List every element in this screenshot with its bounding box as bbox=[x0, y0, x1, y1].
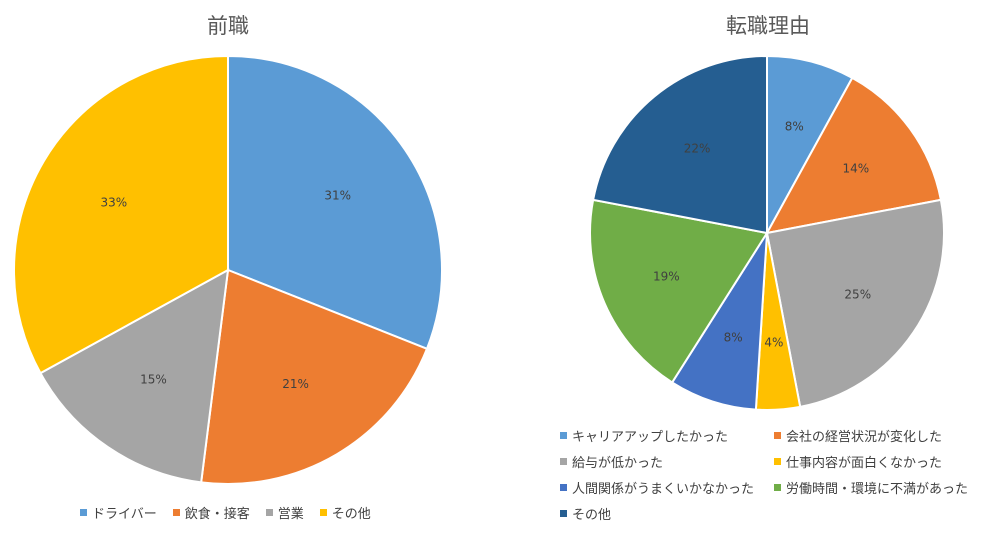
data-label-reason-0: 8% bbox=[785, 120, 804, 134]
legend-swatch bbox=[319, 509, 327, 516]
legend-label: 労働時間・環境に不満があった bbox=[786, 482, 969, 497]
legend-item-previous-job-1: 飲食・接客 bbox=[172, 503, 250, 522]
legend-label: 仕事内容が面白くなかった bbox=[786, 456, 943, 471]
legend-previous-job: ドライバー 飲食・接客 営業 その他 bbox=[80, 503, 387, 522]
legend-item-reason-5: 労働時間・環境に不満があった bbox=[774, 478, 968, 497]
pie-slice-previous-job-3 bbox=[13, 54, 229, 375]
pie-slice-reason-6 bbox=[591, 54, 768, 235]
legend-item-reason-1: 会社の経営状況が変化した bbox=[774, 426, 942, 445]
legend-swatch bbox=[265, 509, 273, 516]
pie-slice-reason-1 bbox=[765, 76, 943, 235]
legend-swatch bbox=[774, 484, 781, 491]
legend-item-previous-job-3: その他 bbox=[319, 503, 371, 522]
legend-item-previous-job-0: ドライバー bbox=[80, 503, 157, 522]
data-label-reason-6: 22% bbox=[684, 141, 711, 155]
data-label-reason-3: 4% bbox=[764, 336, 783, 350]
legend-label: キャリアアップしたかった bbox=[572, 430, 729, 445]
data-label-reason-2: 25% bbox=[844, 288, 871, 302]
pie-slice-previous-job-1 bbox=[200, 268, 429, 485]
legend-label: 飲食・接客 bbox=[184, 507, 250, 522]
pie-slice-previous-job-0 bbox=[227, 54, 443, 351]
legend-label: その他 bbox=[331, 507, 371, 522]
data-label-previous-job-3: 33% bbox=[100, 195, 127, 209]
legend-swatch bbox=[560, 458, 567, 465]
data-label-reason-5: 19% bbox=[653, 270, 680, 284]
chart-title-reason: 転職理由 bbox=[726, 14, 810, 38]
legend-item-reason-2: 給与が低かった bbox=[560, 452, 663, 471]
legend-swatch bbox=[560, 432, 567, 439]
pie-slice-reason-5 bbox=[589, 198, 769, 384]
legend-label: 人間関係がうまくいかなかった bbox=[572, 482, 755, 497]
legend-item-reason-0: キャリアアップしたかった bbox=[560, 426, 728, 445]
legend-item-reason-6: その他 bbox=[560, 504, 611, 523]
legend-label: その他 bbox=[572, 508, 612, 523]
chart-title-previous-job: 前職 bbox=[207, 14, 249, 38]
legend-swatch bbox=[560, 484, 567, 491]
data-label-previous-job-1: 21% bbox=[282, 377, 309, 391]
legend-label: 会社の経営状況が変化した bbox=[786, 430, 943, 445]
pie-slice-previous-job-2 bbox=[39, 268, 230, 484]
legend-label: 営業 bbox=[277, 507, 304, 522]
legend-item-previous-job-2: 営業 bbox=[265, 503, 304, 522]
legend-swatch bbox=[774, 432, 781, 439]
data-label-previous-job-2: 15% bbox=[140, 373, 167, 387]
legend-swatch bbox=[172, 509, 180, 516]
data-label-reason-4: 8% bbox=[724, 330, 743, 344]
legend-item-reason-4: 人間関係がうまくいかなかった bbox=[560, 478, 754, 497]
legend-swatch bbox=[80, 509, 87, 516]
legend-label: ドライバー bbox=[92, 507, 157, 522]
pie-slice-reason-0 bbox=[766, 54, 854, 234]
pie-slice-reason-4 bbox=[670, 232, 768, 411]
legend-label: 給与が低かった bbox=[572, 456, 664, 471]
legend-swatch bbox=[774, 458, 781, 465]
data-label-previous-job-0: 31% bbox=[324, 188, 351, 202]
legend-item-reason-3: 仕事内容が面白くなかった bbox=[774, 452, 942, 471]
legend-swatch bbox=[560, 510, 567, 517]
pie-slice-reason-2 bbox=[765, 198, 945, 409]
data-label-reason-1: 14% bbox=[842, 161, 869, 175]
